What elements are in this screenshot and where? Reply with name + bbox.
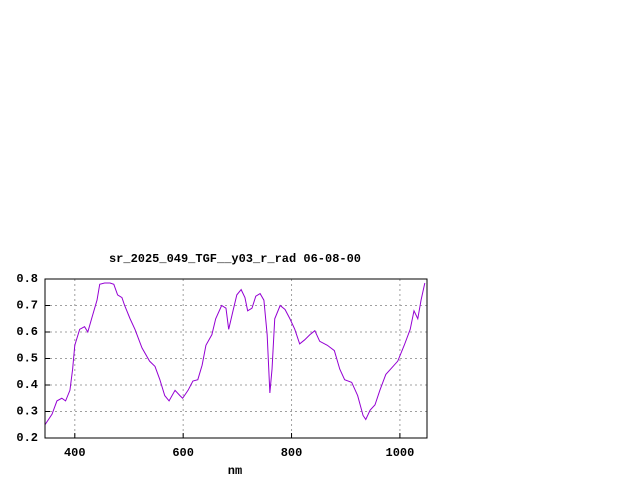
chart-title: sr_2025_049_TGF__y03_r_rad 06-08-00: [109, 252, 361, 266]
y-tick-label: 0.2: [16, 431, 38, 445]
y-tick-label: 0.6: [16, 325, 38, 339]
x-tick-label: 400: [64, 446, 86, 460]
data-line: [44, 282, 426, 426]
y-tick-label: 0.4: [16, 378, 38, 392]
x-tick-label: 800: [281, 446, 303, 460]
plot-frame: [44, 278, 428, 439]
y-tick-label: 0.3: [16, 405, 38, 419]
x-axis-label: nm: [228, 464, 242, 478]
x-tick-label: 1000: [386, 446, 415, 460]
y-tick-label: 0.5: [16, 352, 38, 366]
y-tick-label: 0.7: [16, 299, 38, 313]
y-tick-label: 0.8: [16, 272, 38, 286]
x-tick-label: 600: [172, 446, 194, 460]
